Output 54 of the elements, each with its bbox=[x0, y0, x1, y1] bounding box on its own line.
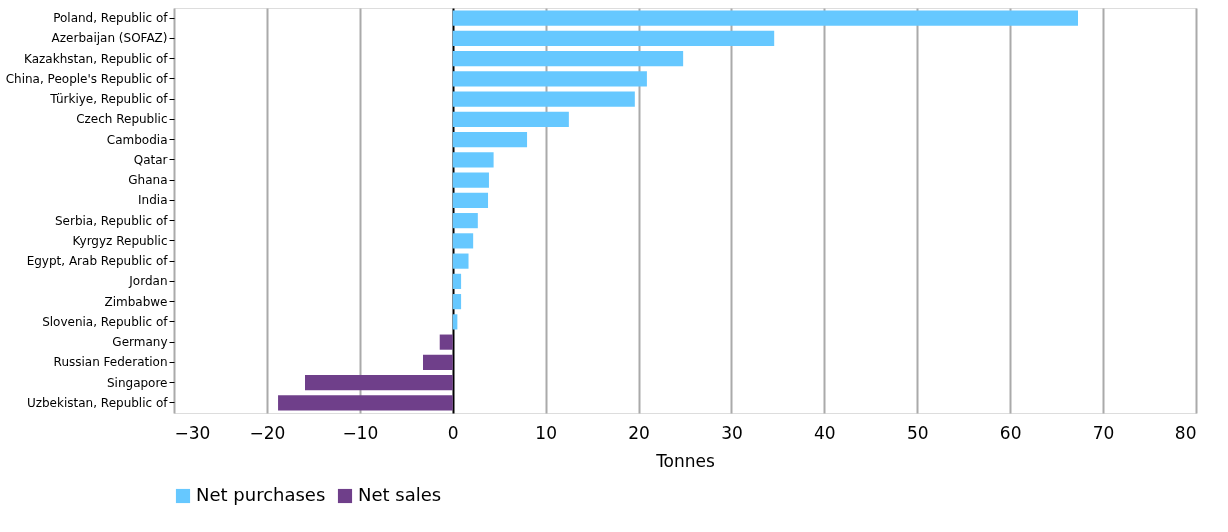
y-tick-label: Germany bbox=[112, 335, 168, 350]
x-axis-title: Tonnes bbox=[655, 450, 716, 471]
bar bbox=[452, 294, 462, 310]
bar bbox=[452, 152, 494, 168]
bar bbox=[452, 253, 469, 269]
bar bbox=[452, 10, 1079, 26]
bar bbox=[452, 51, 684, 67]
y-tick-label: Jordan bbox=[128, 274, 168, 289]
x-tick-label: −20 bbox=[249, 422, 286, 443]
x-tick-label: −30 bbox=[174, 422, 211, 443]
x-tick-label: −10 bbox=[342, 422, 379, 443]
bar bbox=[452, 233, 474, 249]
y-tick-label: Qatar bbox=[133, 152, 168, 167]
bar bbox=[452, 213, 478, 229]
y-tick-label: Azerbaijan (SOFAZ) bbox=[51, 31, 168, 46]
bar bbox=[452, 91, 635, 107]
y-tick-label: Russian Federation bbox=[53, 355, 168, 370]
bar bbox=[452, 132, 528, 148]
x-tick-label: 70 bbox=[1092, 422, 1115, 443]
x-tick-label: 0 bbox=[447, 422, 459, 443]
y-tick-label: Kyrgyz Republic bbox=[72, 233, 168, 248]
y-tick-label: Serbia, Republic of bbox=[54, 213, 169, 228]
y-tick-label: Cambodia bbox=[106, 132, 168, 147]
x-tick-label: 60 bbox=[999, 422, 1022, 443]
y-tick-label: Ghana bbox=[128, 173, 168, 188]
legend-label: Net sales bbox=[358, 484, 442, 505]
bar bbox=[439, 334, 453, 350]
y-tick-label: Poland, Republic of bbox=[53, 11, 169, 26]
y-tick-label: Czech Republic bbox=[76, 112, 168, 127]
bar bbox=[452, 71, 647, 87]
bar bbox=[452, 111, 569, 127]
x-tick-label: 50 bbox=[906, 422, 929, 443]
bar bbox=[278, 395, 453, 411]
legend-label: Net purchases bbox=[196, 484, 326, 505]
y-tick-label: Türkiye, Republic of bbox=[49, 92, 169, 107]
bar bbox=[452, 273, 462, 289]
y-tick-label: China, People's Republic of bbox=[5, 71, 169, 86]
x-tick-label: 10 bbox=[535, 422, 557, 443]
y-tick-label: Egypt, Arab Republic of bbox=[26, 254, 169, 269]
y-tick-label: Singapore bbox=[106, 375, 168, 390]
y-tick-label: Zimbabwe bbox=[104, 294, 168, 309]
bar bbox=[452, 192, 489, 208]
y-tick-label: Kazakhstan, Republic of bbox=[24, 51, 169, 66]
x-tick-label: 30 bbox=[721, 422, 743, 443]
bar bbox=[423, 354, 453, 370]
x-tick-label: 20 bbox=[628, 422, 650, 443]
y-tick-label: Slovenia, Republic of bbox=[42, 314, 169, 329]
bar bbox=[305, 375, 453, 391]
y-tick-label: India bbox=[138, 193, 168, 208]
y-tick-label: Uzbekistan, Republic of bbox=[26, 395, 169, 410]
bar bbox=[452, 30, 775, 46]
x-tick-label: 40 bbox=[814, 422, 836, 443]
x-tick-label: 80 bbox=[1174, 422, 1197, 443]
bar bbox=[452, 172, 489, 188]
